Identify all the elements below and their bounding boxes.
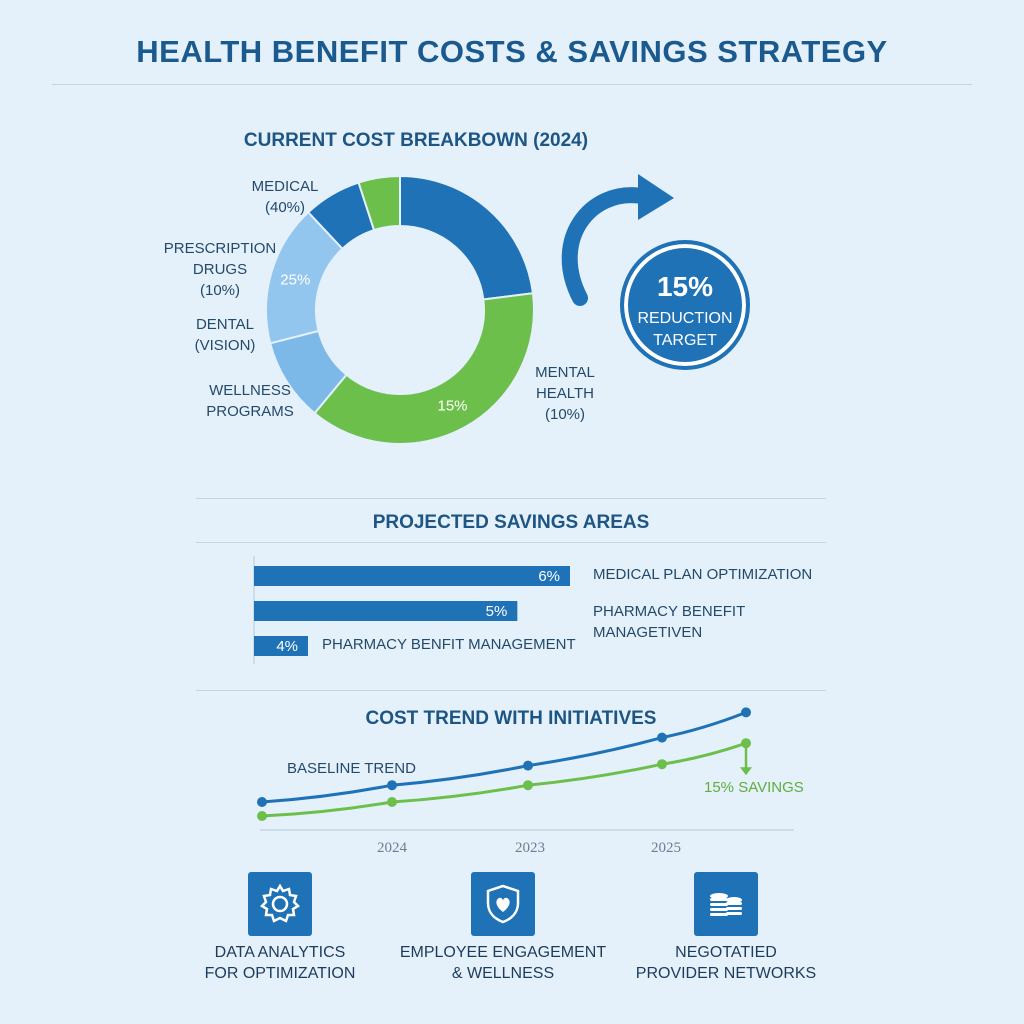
cost-breakdown-donut: 15% 25% bbox=[265, 174, 535, 445]
savings-bar-value-1: 5% bbox=[486, 603, 508, 620]
trend-x-tick-0: 2024 bbox=[377, 840, 408, 856]
cost-breakdown-title: CURRENT COST BREAKBOWN (2024) bbox=[243, 130, 589, 151]
title-divider bbox=[52, 84, 972, 85]
donut-slice-label-1: 15% bbox=[437, 398, 467, 415]
savings-bar-chart: 6% 5% 4% bbox=[253, 556, 570, 664]
savings-label-medical-plan: MEDICAL PLAN OPTIMIZATION bbox=[593, 566, 813, 583]
trend-divider bbox=[196, 690, 826, 691]
trend-point-0-4 bbox=[741, 707, 751, 718]
segment-label-wellness: WELLNESS PROGRAMS bbox=[206, 382, 294, 420]
data-analytics-feature bbox=[248, 872, 312, 936]
savings-divider-bottom bbox=[196, 542, 826, 543]
savings-label-pharmacy-management: PHARMACY BENFIT MANAGEMENT bbox=[322, 636, 576, 653]
trend-point-0-2 bbox=[523, 760, 533, 771]
donut-slice-5 bbox=[357, 174, 401, 232]
savings-label-pharmacy-benefit: PHARMACY BENEFIT MANAGETIVEN bbox=[593, 603, 746, 641]
savings-bar-value-2: 4% bbox=[276, 638, 298, 655]
trend-point-1-2 bbox=[523, 780, 533, 791]
trend-point-0-3 bbox=[657, 732, 667, 743]
reduction-target-label-line1: REDUCTION bbox=[637, 310, 733, 327]
trend-point-1-1 bbox=[387, 797, 397, 807]
reduction-target-value: 15% bbox=[656, 271, 714, 302]
coin-stack-icon bbox=[694, 872, 758, 936]
trend-point-0-1 bbox=[387, 780, 397, 791]
data-analytics-caption: DATA ANALYTICS FOR OPTIMIZATION bbox=[204, 944, 356, 982]
baseline-trend-label: BASELINE TREND bbox=[287, 760, 416, 777]
trend-line-1 bbox=[261, 741, 747, 818]
donut-slice-1 bbox=[313, 292, 535, 445]
savings-bar-2 bbox=[254, 636, 308, 656]
cost-trend-line-chart: 2024 2023 2025 bbox=[257, 707, 794, 856]
segment-label-dental: DENTAL (VISION) bbox=[194, 316, 256, 354]
shield-heart-icon bbox=[471, 872, 535, 936]
employee-engagement-feature bbox=[471, 872, 535, 936]
trend-x-tick-1: 2023 bbox=[515, 840, 545, 856]
savings-divider-top bbox=[196, 498, 826, 499]
savings-bar-value-0: 6% bbox=[538, 568, 560, 585]
trend-point-1-3 bbox=[657, 759, 667, 770]
trend-point-1-0 bbox=[257, 811, 267, 821]
savings-drop-arrow-icon bbox=[740, 767, 752, 776]
provider-networks-feature bbox=[694, 872, 758, 936]
trend-point-0-0 bbox=[257, 797, 267, 807]
donut-slice-0 bbox=[399, 174, 535, 301]
donut-slice-label-3: 25% bbox=[280, 272, 310, 289]
segment-label-medical: MEDICAL (40%) bbox=[251, 178, 319, 216]
segment-label-mental-health: MENTAL HEALTH (10%) bbox=[535, 364, 595, 423]
savings-bar-0 bbox=[254, 566, 570, 586]
reduction-target-badge: 15% REDUCTION TARGET bbox=[620, 240, 750, 370]
page-title: HEALTH BENEFIT COSTS & SAVINGS STRATEGY bbox=[136, 34, 888, 69]
reduction-target-label-line2: TARGET bbox=[653, 332, 717, 349]
savings-title: PROJECTED SAVINGS AREAS bbox=[372, 512, 650, 533]
trend-x-tick-2: 2025 bbox=[651, 840, 681, 856]
provider-networks-caption: NEGOTATIED PROVIDER NETWORKS bbox=[635, 944, 817, 982]
trend-title: COST TREND WITH INITIATIVES bbox=[365, 708, 657, 729]
employee-engagement-caption: EMPLOYEE ENGAGEMENT & WELLNESS bbox=[399, 944, 607, 982]
savings-bar-1 bbox=[254, 601, 518, 621]
segment-label-prescription: PRESCRIPTION DRUGS (10%) bbox=[163, 240, 277, 299]
savings-annotation-label: 15% SAVINGS bbox=[704, 779, 804, 796]
reduction-target-label: REDUCTION TARGET bbox=[624, 308, 746, 352]
gear-icon bbox=[248, 872, 312, 936]
curved-arrow-icon bbox=[561, 174, 674, 306]
